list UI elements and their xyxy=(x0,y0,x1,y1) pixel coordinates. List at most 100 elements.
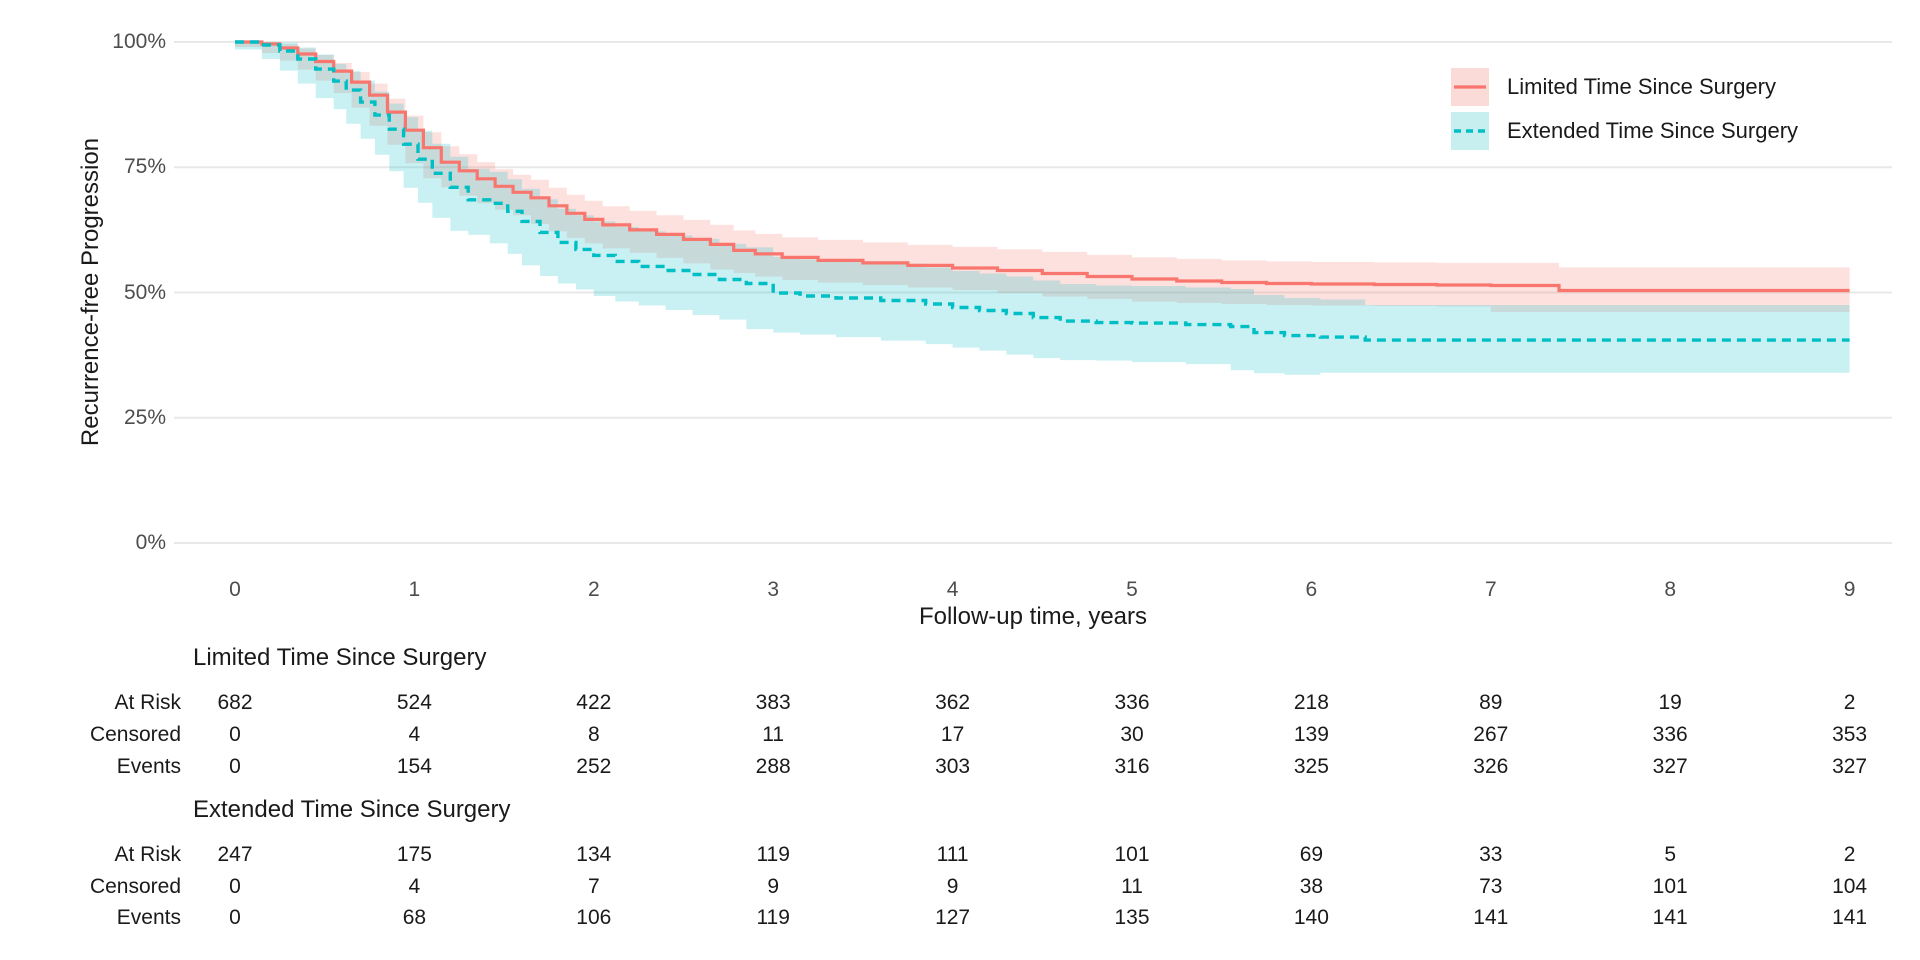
risk-cell: 11 xyxy=(1121,875,1143,898)
risk-cell: 288 xyxy=(755,755,791,778)
risk-cell: 252 xyxy=(576,755,612,778)
risk-cell: 140 xyxy=(1293,906,1329,929)
risk-cell: 0 xyxy=(229,723,241,746)
risk-cell: 218 xyxy=(1293,691,1329,714)
risk-cell: 141 xyxy=(1832,906,1868,929)
risk-cell: 89 xyxy=(1479,691,1503,714)
risk-cell: 247 xyxy=(217,843,253,866)
risk-cell: 303 xyxy=(935,755,971,778)
y-tick-label: 25% xyxy=(123,405,166,429)
risk-cell: 119 xyxy=(756,906,790,929)
risk-row-label: At Risk xyxy=(114,843,181,866)
risk-cell: 119 xyxy=(756,843,790,866)
extended-confidence-band xyxy=(235,42,1850,375)
risk-cell: 141 xyxy=(1473,906,1509,929)
risk-cell: 38 xyxy=(1299,875,1324,898)
risk-row-label: Events xyxy=(116,755,181,778)
risk-cell: 336 xyxy=(1652,723,1688,746)
legend-key-extended-swatch xyxy=(1451,112,1489,150)
risk-cell: 69 xyxy=(1299,843,1324,866)
y-tick-label: 0% xyxy=(135,531,166,554)
risk-cell: 326 xyxy=(1473,755,1509,778)
x-tick-label: 6 xyxy=(1305,578,1318,601)
x-tick-label: 8 xyxy=(1664,578,1677,601)
risk-cell: 9 xyxy=(767,875,780,898)
risk-cell: 73 xyxy=(1479,875,1503,898)
risk-cell: 5 xyxy=(1664,843,1677,866)
risk-cell: 33 xyxy=(1479,843,1503,866)
risk-cell: 4 xyxy=(408,723,421,746)
risk-cell: 135 xyxy=(1114,906,1150,929)
risk-cell: 383 xyxy=(755,691,791,714)
risk-cell: 327 xyxy=(1652,755,1688,778)
risk-cell: 175 xyxy=(396,843,432,866)
limited-confidence-band xyxy=(235,42,1850,312)
x-tick-label: 9 xyxy=(1843,578,1856,601)
legend-item-limited: Limited Time Since Surgery xyxy=(1451,68,1798,106)
x-tick-label: 5 xyxy=(1126,578,1138,601)
risk-cell: 327 xyxy=(1832,755,1868,778)
risk-cell: 127 xyxy=(935,906,971,929)
dashed-line-key-icon xyxy=(1454,129,1486,133)
risk-cell: 422 xyxy=(576,691,612,714)
risk-cell: 267 xyxy=(1473,723,1509,746)
x-tick-label: 3 xyxy=(767,578,780,601)
risk-cell: 19 xyxy=(1658,691,1682,714)
risk-cell: 2 xyxy=(1843,843,1856,866)
risk-cell: 106 xyxy=(576,906,612,929)
risk-cell: 4 xyxy=(408,875,421,898)
x-tick-label: 1 xyxy=(408,578,421,601)
y-tick-label: 75% xyxy=(123,155,166,179)
risk-row-label: Censored xyxy=(89,875,181,898)
legend-label-extended: Extended Time Since Surgery xyxy=(1507,118,1799,143)
risk-cell: 9 xyxy=(946,875,959,898)
risk-cell: 0 xyxy=(229,875,241,898)
risk-table-group-title: Extended Time Since Surgery xyxy=(193,796,511,823)
y-axis-title: Recurrence-free Progression xyxy=(77,137,104,447)
risk-cell: 154 xyxy=(396,755,432,778)
risk-table-group-title: Limited Time Since Surgery xyxy=(193,644,487,671)
risk-cell: 8 xyxy=(587,723,600,746)
risk-cell: 141 xyxy=(1652,906,1688,929)
risk-cell: 325 xyxy=(1293,755,1329,778)
risk-cell: 11 xyxy=(762,723,785,746)
risk-cell: 134 xyxy=(576,843,612,866)
risk-cell: 30 xyxy=(1120,723,1144,746)
risk-cell: 17 xyxy=(940,723,965,746)
risk-cell: 353 xyxy=(1832,723,1868,746)
risk-cell: 336 xyxy=(1114,691,1150,714)
risk-cell: 104 xyxy=(1832,875,1868,898)
risk-row-label: Censored xyxy=(89,723,181,746)
risk-cell: 101 xyxy=(1114,843,1150,866)
x-tick-label: 7 xyxy=(1484,578,1497,601)
legend-key-limited-swatch xyxy=(1451,68,1489,106)
risk-cell: 7 xyxy=(587,875,600,898)
risk-cell: 682 xyxy=(217,691,253,714)
x-tick-label: 4 xyxy=(946,578,959,601)
risk-cell: 101 xyxy=(1652,875,1688,898)
legend-label-limited: Limited Time Since Surgery xyxy=(1507,74,1776,99)
risk-row-label: At Risk xyxy=(114,691,181,714)
risk-cell: 362 xyxy=(935,691,971,714)
risk-cell: 2 xyxy=(1843,691,1856,714)
limited-survival-curve xyxy=(235,40,1850,293)
risk-cell: 68 xyxy=(402,906,427,929)
risk-cell: 0 xyxy=(229,906,241,929)
y-tick-label: 50% xyxy=(123,280,166,304)
legend-item-extended: Extended Time Since Surgery xyxy=(1451,112,1798,150)
x-axis-title: Follow-up time, years xyxy=(918,603,1148,630)
risk-cell: 524 xyxy=(396,691,432,714)
risk-cell: 111 xyxy=(936,843,969,866)
risk-cell: 139 xyxy=(1293,723,1329,746)
x-tick-label: 2 xyxy=(587,578,600,601)
legend: Limited Time Since Surgery Extended Time… xyxy=(1451,68,1798,156)
risk-cell: 0 xyxy=(229,755,241,778)
y-tick-label: 100% xyxy=(112,30,166,53)
x-tick-label: 0 xyxy=(229,578,241,601)
risk-row-label: Events xyxy=(116,906,181,929)
extended-survival-curve xyxy=(235,40,1850,342)
risk-cell: 316 xyxy=(1114,755,1150,778)
solid-line-key-icon xyxy=(1454,85,1486,89)
survival-plot-panel xyxy=(174,40,1892,544)
